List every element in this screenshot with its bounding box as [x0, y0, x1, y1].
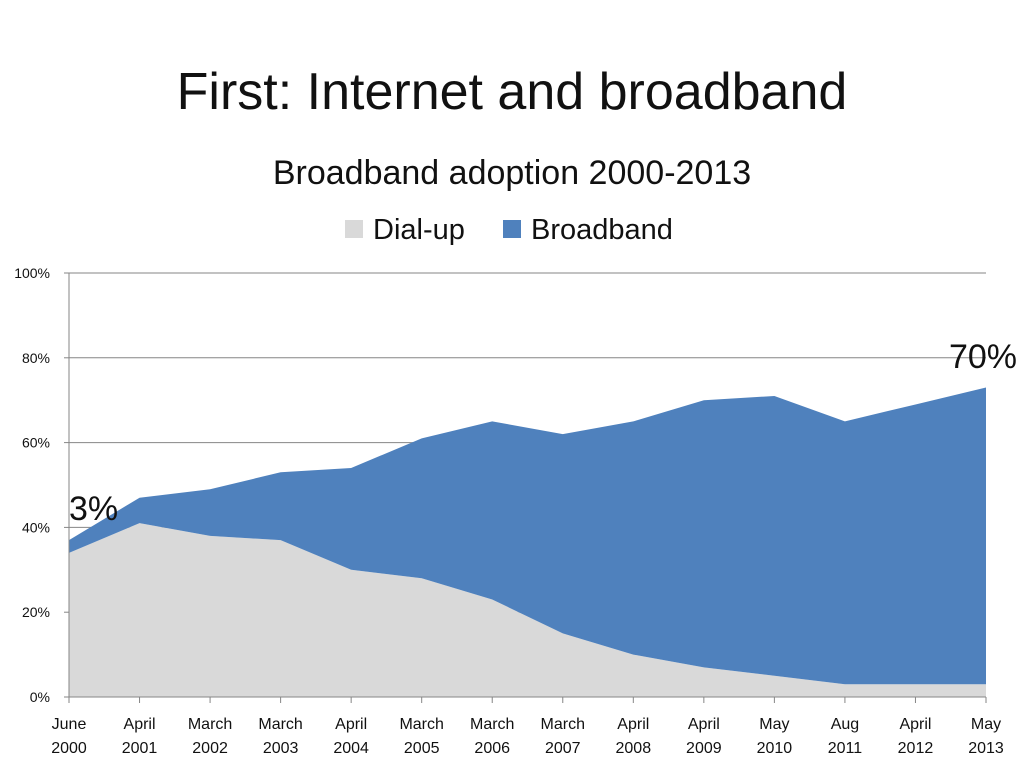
y-tick-label: 60%: [22, 435, 50, 451]
x-tick-label: April: [335, 716, 367, 733]
x-tick-label: June: [52, 716, 87, 733]
y-tick-label: 0%: [30, 689, 50, 705]
area-dial-up: [69, 523, 986, 697]
annotation-end: 70%: [949, 338, 1017, 376]
x-tick-label: April: [899, 716, 931, 733]
x-tick-label: 2005: [404, 740, 440, 757]
x-tick-label: April: [688, 716, 720, 733]
x-tick-label: 2010: [757, 740, 793, 757]
y-tick-label: 80%: [22, 350, 50, 366]
legend-swatch-dial-up: [345, 220, 363, 238]
chart-title: Broadband adoption 2000-2013: [273, 154, 751, 192]
y-tick-label: 100%: [14, 265, 50, 281]
annotation-start: 3%: [69, 490, 118, 528]
x-tick-label: May: [759, 716, 789, 733]
x-tick-label: March: [541, 716, 585, 733]
x-tick-label: 2000: [51, 740, 87, 757]
x-tick-label: March: [470, 716, 514, 733]
slide-title: First: Internet and broadband: [176, 63, 848, 121]
x-tick-label: 2001: [122, 740, 158, 757]
x-tick-label: 2007: [545, 740, 581, 757]
x-tick-label: March: [188, 716, 232, 733]
x-tick-label: Aug: [831, 716, 859, 733]
x-tick-label: March: [258, 716, 302, 733]
x-tick-label: April: [124, 716, 156, 733]
x-tick-label: 2002: [192, 740, 228, 757]
x-tick-label: 2006: [474, 740, 510, 757]
x-tick-label: 2013: [968, 740, 1004, 757]
x-tick-label: April: [617, 716, 649, 733]
y-tick-label: 20%: [22, 604, 50, 620]
x-tick-label: 2012: [898, 740, 934, 757]
y-tick-label: 40%: [22, 519, 50, 535]
legend-swatch-broadband: [503, 220, 521, 238]
legend-label-dial-up: Dial-up: [373, 214, 465, 246]
x-tick-label: 2009: [686, 740, 722, 757]
x-tick-label: 2004: [333, 740, 369, 757]
x-tick-label: May: [971, 716, 1001, 733]
legend-label-broadband: Broadband: [531, 214, 673, 246]
area-broadband: [69, 387, 986, 685]
x-tick-label: 2011: [828, 740, 863, 757]
x-tick-label: 2003: [263, 740, 299, 757]
x-tick-label: March: [399, 716, 443, 733]
x-tick-label: 2008: [616, 740, 652, 757]
